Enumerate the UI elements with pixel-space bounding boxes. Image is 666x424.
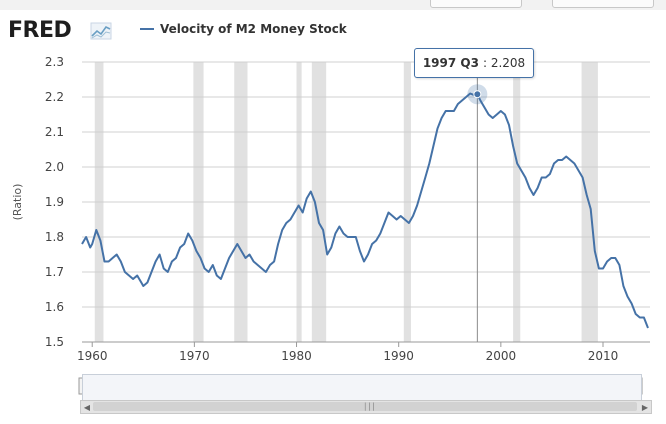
x-tick-label: 2000	[486, 349, 517, 363]
scroll-thumb[interactable]: │││	[93, 402, 637, 411]
x-tick-label: 1960	[77, 349, 108, 363]
scroll-right-icon[interactable]: ▶	[641, 402, 649, 412]
line-chart-icon	[90, 22, 112, 40]
grip-icon: │││	[363, 403, 376, 411]
tooltip-separator: :	[482, 56, 487, 70]
range-navigator[interactable]	[82, 374, 642, 402]
x-tick-label: 1970	[179, 349, 210, 363]
series-line	[81, 92, 649, 329]
y-tick-label: 1.8	[45, 230, 64, 244]
toolbar-button[interactable]	[430, 0, 522, 8]
scroll-left-icon[interactable]: ◀	[83, 402, 91, 412]
x-tick-label: 2010	[588, 349, 619, 363]
y-tick-label: 1.6	[45, 300, 64, 314]
tooltip-period: 1997 Q3	[422, 56, 479, 70]
y-tick-label: 1.9	[45, 195, 64, 209]
horizontal-scrollbar[interactable]: ◀ │││ ▶	[80, 400, 652, 414]
y-tick-label: 2.2	[45, 90, 64, 104]
toolbar-button[interactable]	[552, 0, 654, 8]
x-tick-label: 1980	[281, 349, 312, 363]
fred-logo[interactable]: FRED	[8, 18, 72, 43]
y-tick-label: 2.0	[45, 160, 64, 174]
chart-legend[interactable]: Velocity of M2 Money Stock	[140, 22, 347, 36]
tooltip-value: 2.208	[490, 56, 526, 70]
y-tick-label: 1.7	[45, 265, 64, 279]
y-tick-label: 2.1	[45, 125, 64, 139]
y-tick-label: 1.5	[45, 335, 64, 349]
legend-label: Velocity of M2 Money Stock	[160, 22, 347, 36]
y-axis-label: (Ratio)	[11, 184, 24, 221]
y-tick-label: 2.3	[45, 55, 64, 69]
x-tick-label: 1990	[383, 349, 414, 363]
data-tooltip: 1997 Q3: 2.208	[414, 48, 534, 78]
legend-line-marker	[140, 28, 154, 30]
top-toolbar-strip	[0, 0, 666, 10]
highlight-point	[473, 90, 482, 99]
